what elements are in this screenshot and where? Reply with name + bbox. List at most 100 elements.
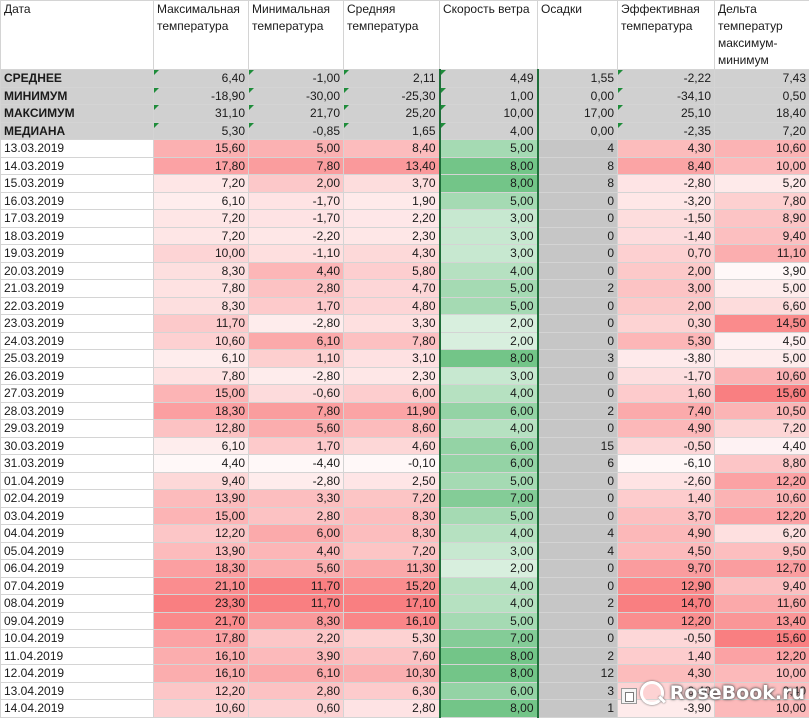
cell-temp-delta[interactable]: 7,80 <box>715 192 809 210</box>
stats-cell-effective-temp[interactable]: -34,10 <box>618 87 715 105</box>
cell-effective-temp[interactable]: -1,40 <box>618 227 715 245</box>
cell-avg-temp[interactable]: 8,30 <box>344 507 440 525</box>
cell-effective-temp[interactable]: -2,80 <box>618 175 715 193</box>
cell-wind-speed[interactable]: 3,00 <box>440 245 538 263</box>
cell-min-temp[interactable]: 5,00 <box>249 140 344 158</box>
date-cell[interactable]: 20.03.2019 <box>1 262 154 280</box>
cell-effective-temp[interactable]: 14,70 <box>618 595 715 613</box>
cell-temp-delta[interactable]: 15,60 <box>715 385 809 403</box>
cell-avg-temp[interactable]: 17,10 <box>344 595 440 613</box>
cell-precipitation[interactable]: 0 <box>538 315 618 333</box>
date-cell[interactable]: 26.03.2019 <box>1 367 154 385</box>
cell-temp-delta[interactable]: 10,60 <box>715 490 809 508</box>
date-cell[interactable]: 11.04.2019 <box>1 647 154 665</box>
cell-min-temp[interactable]: 4,40 <box>249 262 344 280</box>
cell-temp-delta[interactable]: 12,20 <box>715 647 809 665</box>
cell-avg-temp[interactable]: 3,70 <box>344 175 440 193</box>
cell-avg-temp[interactable]: 7,60 <box>344 647 440 665</box>
cell-wind-speed[interactable]: 6,00 <box>440 455 538 473</box>
cell-max-temp[interactable]: 15,60 <box>154 140 249 158</box>
cell-min-temp[interactable]: 2,20 <box>249 630 344 648</box>
cell-effective-temp[interactable]: 4,50 <box>618 542 715 560</box>
date-cell[interactable]: 14.04.2019 <box>1 700 154 718</box>
cell-max-temp[interactable]: 21,70 <box>154 612 249 630</box>
cell-effective-temp[interactable]: 0,70 <box>618 245 715 263</box>
cell-temp-delta[interactable]: 4,40 <box>715 437 809 455</box>
cell-min-temp[interactable]: -2,20 <box>249 227 344 245</box>
date-cell[interactable]: 02.04.2019 <box>1 490 154 508</box>
cell-wind-speed[interactable]: 4,00 <box>440 262 538 280</box>
cell-precipitation[interactable]: 1 <box>538 700 618 718</box>
cell-max-temp[interactable]: 10,60 <box>154 700 249 718</box>
date-cell[interactable]: 19.03.2019 <box>1 245 154 263</box>
cell-avg-temp[interactable]: 5,80 <box>344 262 440 280</box>
cell-precipitation[interactable]: 0 <box>538 367 618 385</box>
cell-wind-speed[interactable]: 3,00 <box>440 542 538 560</box>
date-cell[interactable]: 13.04.2019 <box>1 682 154 700</box>
date-cell[interactable]: 09.04.2019 <box>1 612 154 630</box>
date-cell[interactable]: 21.03.2019 <box>1 280 154 298</box>
date-cell[interactable]: 29.03.2019 <box>1 420 154 438</box>
cell-precipitation[interactable]: 0 <box>538 490 618 508</box>
stats-cell-temp-delta[interactable]: 18,40 <box>715 105 809 123</box>
cell-max-temp[interactable]: 18,30 <box>154 402 249 420</box>
cell-temp-delta[interactable]: 5,20 <box>715 175 809 193</box>
stats-cell-precipitation[interactable]: 0,00 <box>538 87 618 105</box>
cell-min-temp[interactable]: 7,80 <box>249 402 344 420</box>
date-cell[interactable]: 16.03.2019 <box>1 192 154 210</box>
cell-min-temp[interactable]: 5,60 <box>249 560 344 578</box>
stats-cell-temp-delta[interactable]: 7,20 <box>715 122 809 140</box>
date-cell[interactable]: 15.03.2019 <box>1 175 154 193</box>
cell-temp-delta[interactable]: 8,80 <box>715 455 809 473</box>
cell-avg-temp[interactable]: 7,80 <box>344 332 440 350</box>
date-cell[interactable]: 24.03.2019 <box>1 332 154 350</box>
stats-cell-avg-temp[interactable]: 2,11 <box>344 70 440 88</box>
column-header-precipitation[interactable]: Осадки <box>538 1 618 70</box>
cell-min-temp[interactable]: 7,80 <box>249 157 344 175</box>
cell-max-temp[interactable]: 15,00 <box>154 385 249 403</box>
cell-wind-speed[interactable]: 5,00 <box>440 472 538 490</box>
cell-avg-temp[interactable]: 8,60 <box>344 420 440 438</box>
date-cell[interactable]: 28.03.2019 <box>1 402 154 420</box>
cell-effective-temp[interactable]: -0,50 <box>618 630 715 648</box>
cell-effective-temp[interactable]: -3,80 <box>618 350 715 368</box>
cell-precipitation[interactable]: 2 <box>538 280 618 298</box>
cell-min-temp[interactable]: 2,80 <box>249 682 344 700</box>
cell-effective-temp[interactable]: -2,60 <box>618 472 715 490</box>
cell-max-temp[interactable]: 6,10 <box>154 350 249 368</box>
cell-temp-delta[interactable]: 4,50 <box>715 332 809 350</box>
stats-cell-avg-temp[interactable]: -25,30 <box>344 87 440 105</box>
cell-wind-speed[interactable]: 5,00 <box>440 280 538 298</box>
cell-avg-temp[interactable]: 7,20 <box>344 490 440 508</box>
cell-wind-speed[interactable]: 6,00 <box>440 682 538 700</box>
cell-wind-speed[interactable]: 2,00 <box>440 315 538 333</box>
cell-max-temp[interactable]: 15,00 <box>154 507 249 525</box>
cell-precipitation[interactable]: 15 <box>538 437 618 455</box>
cell-min-temp[interactable]: -1,10 <box>249 245 344 263</box>
cell-effective-temp[interactable]: 5,30 <box>618 332 715 350</box>
stats-cell-min-temp[interactable]: -1,00 <box>249 70 344 88</box>
cell-temp-delta[interactable]: 8,90 <box>715 210 809 228</box>
cell-avg-temp[interactable]: 2,30 <box>344 227 440 245</box>
cell-wind-speed[interactable]: 2,00 <box>440 560 538 578</box>
column-header-effective-temp[interactable]: Эффективная температура <box>618 1 715 70</box>
cell-precipitation[interactable]: 4 <box>538 525 618 543</box>
stats-cell-max-temp[interactable]: 31,10 <box>154 105 249 123</box>
date-cell[interactable]: 03.04.2019 <box>1 507 154 525</box>
cell-min-temp[interactable]: -1,70 <box>249 210 344 228</box>
cell-wind-speed[interactable]: 2,00 <box>440 332 538 350</box>
cell-wind-speed[interactable]: 7,00 <box>440 630 538 648</box>
cell-min-temp[interactable]: 4,40 <box>249 542 344 560</box>
cell-avg-temp[interactable]: 3,30 <box>344 315 440 333</box>
stats-label[interactable]: СРЕДНЕЕ <box>1 70 154 88</box>
stats-cell-min-temp[interactable]: 21,70 <box>249 105 344 123</box>
cell-precipitation[interactable]: 0 <box>538 245 618 263</box>
cell-max-temp[interactable]: 21,10 <box>154 577 249 595</box>
cell-avg-temp[interactable]: 6,30 <box>344 682 440 700</box>
cell-max-temp[interactable]: 13,90 <box>154 490 249 508</box>
cell-avg-temp[interactable]: 2,20 <box>344 210 440 228</box>
cell-min-temp[interactable]: 8,30 <box>249 612 344 630</box>
stats-cell-avg-temp[interactable]: 25,20 <box>344 105 440 123</box>
stats-cell-effective-temp[interactable]: -2,22 <box>618 70 715 88</box>
cell-avg-temp[interactable]: 8,30 <box>344 525 440 543</box>
